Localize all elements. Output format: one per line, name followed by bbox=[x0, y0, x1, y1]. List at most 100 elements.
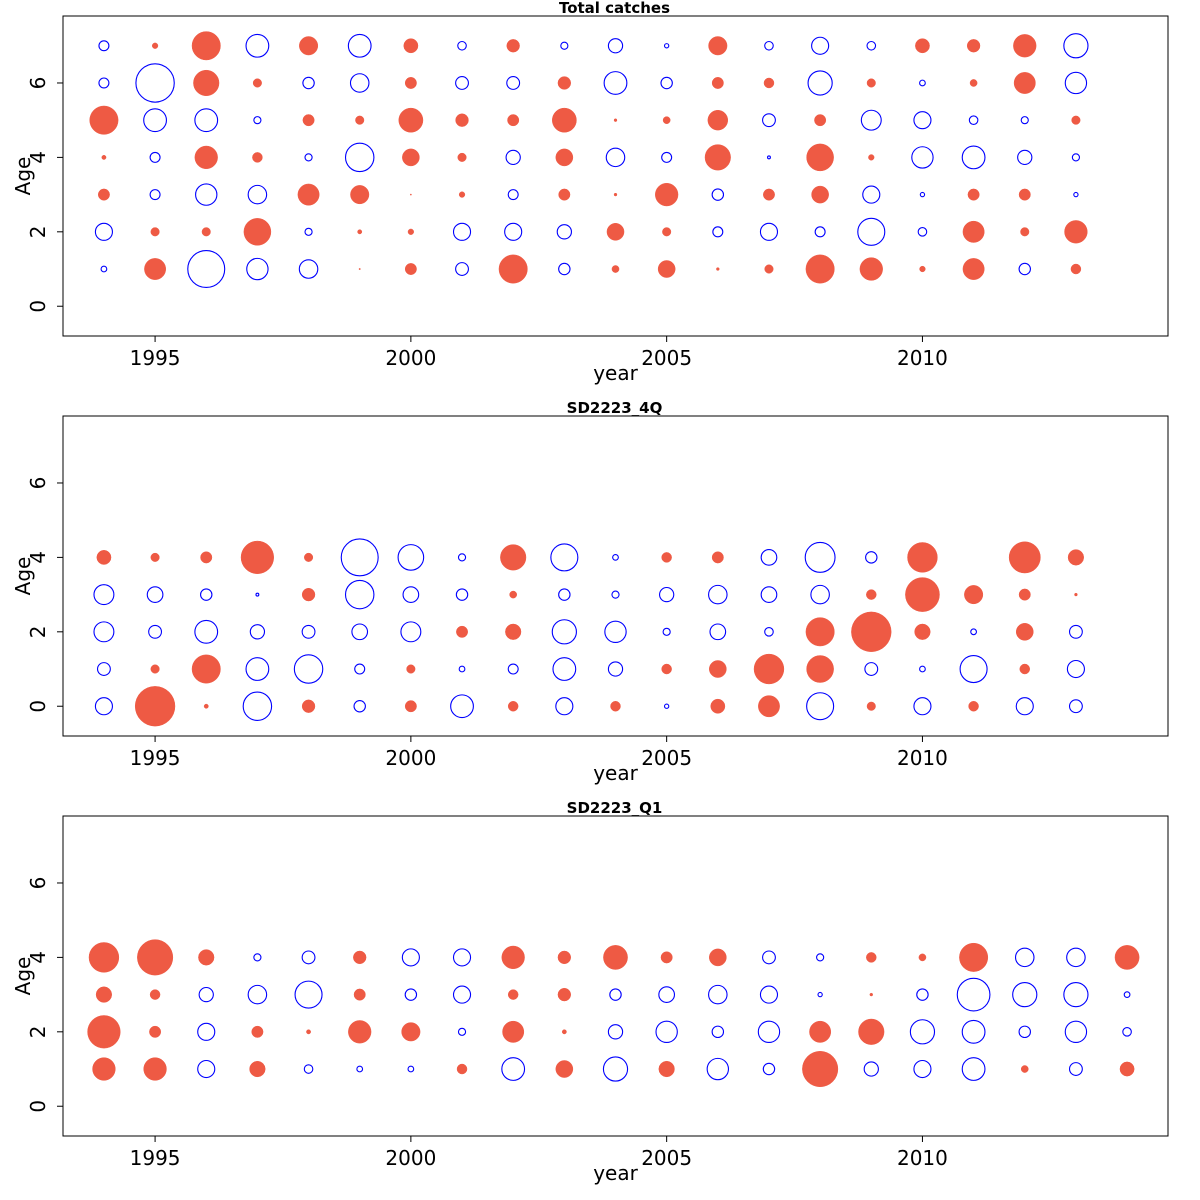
bubble-negative bbox=[607, 1024, 624, 1040]
bubble-positive bbox=[507, 114, 520, 127]
bubble-positive bbox=[507, 989, 519, 1000]
bubble-negative bbox=[1122, 1027, 1132, 1037]
bubble-negative bbox=[560, 41, 569, 50]
bubble-positive bbox=[919, 265, 926, 273]
bubble-positive bbox=[149, 989, 161, 1000]
bubble-negative bbox=[303, 1064, 314, 1074]
bubble-negative bbox=[1066, 659, 1085, 679]
bubble-positive bbox=[457, 152, 467, 162]
bubble-positive bbox=[968, 701, 979, 712]
bubble-negative bbox=[505, 149, 521, 166]
bubble-positive bbox=[814, 114, 827, 127]
bubble-negative bbox=[246, 257, 269, 281]
bubble-negative bbox=[711, 1025, 725, 1039]
bubble-negative bbox=[708, 984, 728, 1005]
bubble-positive bbox=[301, 587, 316, 602]
bubble-negative bbox=[1071, 153, 1081, 162]
bubble-positive bbox=[306, 1029, 311, 1035]
bubble-negative bbox=[1020, 116, 1029, 125]
bubble-positive bbox=[456, 625, 468, 638]
bubble-positive bbox=[805, 617, 835, 647]
bubble-positive bbox=[301, 699, 316, 713]
x-axis-label: year bbox=[593, 761, 638, 785]
bubble-positive bbox=[348, 1020, 372, 1044]
bubble-negative bbox=[198, 986, 214, 1003]
bubble-negative bbox=[806, 692, 835, 721]
panel-sd2223-4q: SD2223_4Q 1995 2000 2005 2010 0 2 4 6 year Age bbox=[11, 399, 1169, 785]
bubble-positive bbox=[243, 218, 272, 246]
bubble-positive bbox=[144, 258, 166, 280]
bubble-positive bbox=[404, 700, 417, 713]
bubble-positive bbox=[1070, 263, 1082, 275]
bubble-negative bbox=[807, 70, 833, 96]
bubble-positive bbox=[557, 950, 571, 965]
bubble-positive bbox=[150, 664, 160, 674]
bubble-negative bbox=[662, 627, 671, 636]
bubble-negative bbox=[245, 33, 270, 58]
bubble-positive bbox=[704, 144, 731, 171]
bubble-positive bbox=[150, 552, 160, 562]
bubble-positive bbox=[709, 948, 727, 967]
bubble-negative bbox=[558, 588, 571, 601]
bubble-positive bbox=[811, 185, 829, 204]
bubble-positive bbox=[557, 987, 571, 1002]
bubble-positive bbox=[707, 109, 729, 131]
bubble-negative bbox=[149, 189, 161, 201]
bubble-positive bbox=[89, 105, 119, 135]
bubble-negative bbox=[194, 108, 219, 133]
bubble-positive bbox=[918, 953, 927, 962]
bubble-negative bbox=[764, 627, 774, 637]
bubble-negative bbox=[1068, 699, 1083, 714]
bubble-positive bbox=[149, 1025, 162, 1038]
bubble-negative bbox=[1064, 71, 1088, 95]
bubble-positive bbox=[506, 39, 520, 53]
bubble-negative bbox=[860, 109, 882, 131]
bubble-positive bbox=[657, 260, 676, 278]
bubble-positive bbox=[1074, 592, 1078, 597]
bubble-positive bbox=[655, 182, 679, 207]
bubble-negative bbox=[404, 988, 418, 1001]
bubble-positive bbox=[92, 1057, 116, 1081]
x-axis-label: year bbox=[593, 361, 638, 385]
bubble-negative bbox=[863, 1061, 879, 1077]
bubble-negative bbox=[1014, 947, 1035, 968]
bubble-negative bbox=[817, 991, 823, 998]
x-tick-label: 2010 bbox=[897, 346, 948, 370]
bubble-negative bbox=[298, 259, 319, 279]
bubble-negative bbox=[762, 113, 776, 128]
y-tick-label: 6 bbox=[26, 77, 50, 90]
bubble-positive bbox=[662, 116, 671, 124]
bubble-negative bbox=[607, 38, 624, 54]
bubble-negative bbox=[455, 588, 469, 601]
bubble-negative bbox=[660, 76, 673, 90]
bubble-positive bbox=[558, 188, 571, 201]
bubble-positive bbox=[101, 155, 107, 160]
bubble-positive bbox=[962, 258, 985, 280]
bubble-negative bbox=[865, 551, 878, 564]
bubble-negative bbox=[708, 584, 728, 605]
bubble-positive bbox=[858, 1018, 885, 1045]
x-tick-label: 2000 bbox=[385, 1146, 436, 1170]
bubble-negative bbox=[402, 586, 420, 603]
x-tick-label: 1995 bbox=[130, 346, 181, 370]
bubble-positive bbox=[658, 1060, 675, 1078]
bubble-negative bbox=[458, 665, 466, 673]
bubble-positive bbox=[806, 143, 834, 172]
bubble-positive bbox=[191, 654, 221, 684]
bubble-positive bbox=[716, 267, 720, 271]
bubble-negative bbox=[200, 588, 213, 601]
bubble-positive bbox=[555, 1060, 574, 1078]
bubble-negative bbox=[302, 76, 315, 90]
bubble-negative bbox=[96, 662, 111, 676]
bubble-negative bbox=[455, 262, 469, 276]
bubble-negative bbox=[551, 619, 577, 645]
bubble-negative bbox=[94, 222, 113, 241]
bubble-negative bbox=[810, 584, 830, 605]
bubble-positive bbox=[969, 79, 978, 87]
x-tick-label: 2010 bbox=[897, 746, 948, 770]
bubble-negative bbox=[340, 538, 379, 577]
bubble-negative bbox=[245, 657, 270, 681]
bubble-negative bbox=[1018, 1025, 1031, 1039]
y-tick-label: 0 bbox=[26, 1100, 50, 1113]
bubble-negative bbox=[93, 584, 115, 606]
